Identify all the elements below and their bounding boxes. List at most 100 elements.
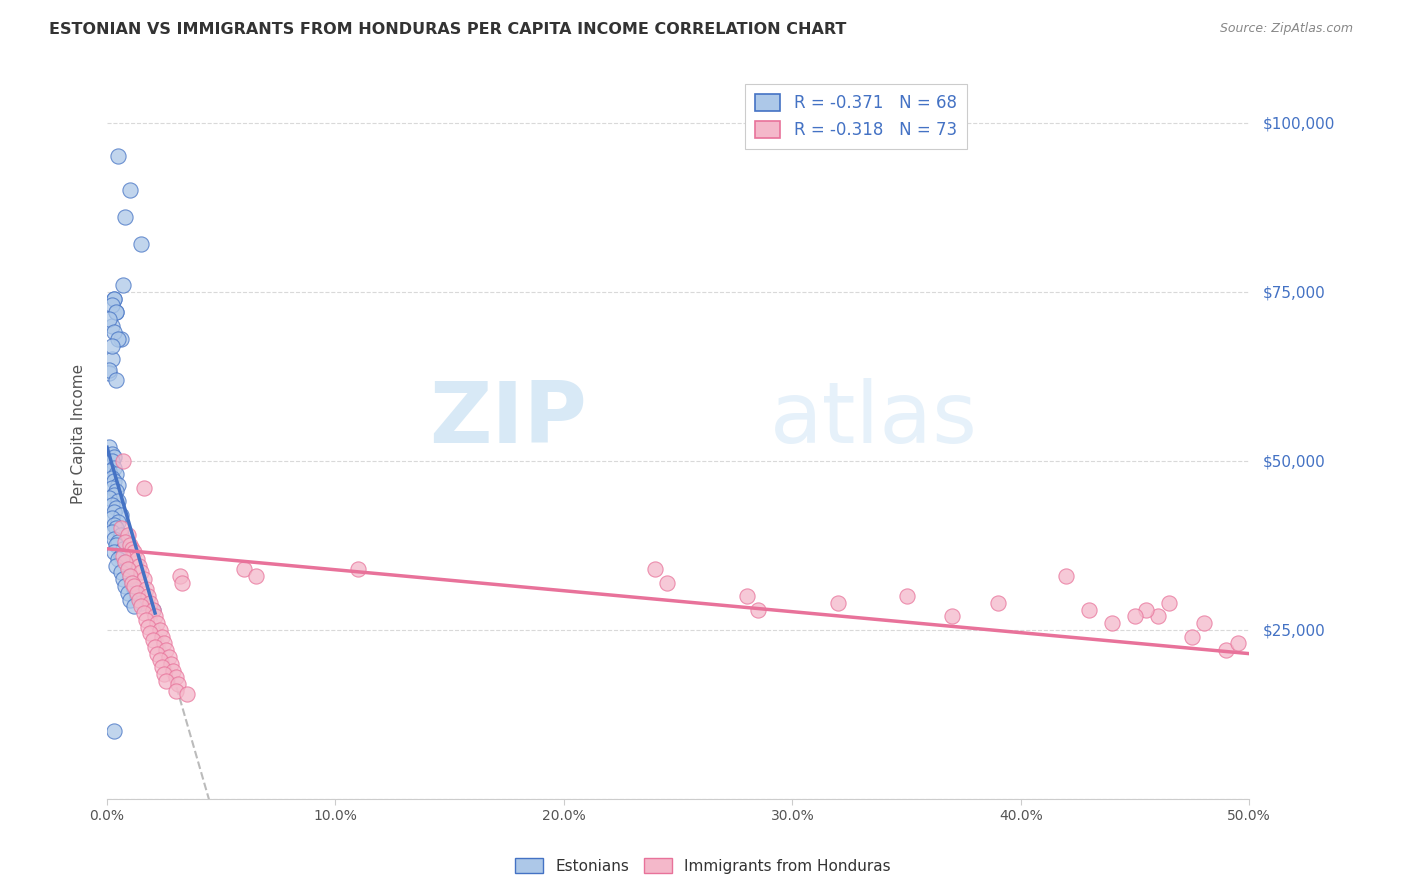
Point [114,211,136,225]
Point [100,454,122,468]
Point [153,667,176,681]
Point [103,450,125,465]
Point [162,664,184,678]
Point [105,538,128,552]
Point [105,558,128,573]
Point [103,292,125,306]
Point [160,657,183,671]
Point [172,575,194,590]
Point [347,562,370,576]
Point [105,305,128,319]
Point [135,582,157,597]
Point [103,505,125,519]
Point [103,724,125,739]
Point [136,589,159,603]
Point [1056,569,1078,583]
Point [142,602,165,616]
Point [110,549,132,563]
Point [103,474,125,488]
Y-axis label: Per Capita Income: Per Capita Income [72,364,86,504]
Point [103,326,125,340]
Point [132,606,155,620]
Point [118,592,141,607]
Point [143,609,166,624]
Point [165,683,187,698]
Text: ZIP: ZIP [429,377,586,460]
Point [107,515,129,529]
Point [112,541,135,556]
Point [103,292,125,306]
Point [125,589,148,603]
Point [105,501,128,516]
Point [142,633,165,648]
Point [107,332,129,346]
Point [131,596,153,610]
Legend: Estonians, Immigrants from Honduras: Estonians, Immigrants from Honduras [509,852,897,880]
Point [100,471,122,485]
Point [117,586,139,600]
Point [167,677,190,691]
Point [131,237,153,252]
Point [107,552,129,566]
Point [110,332,132,346]
Point [118,569,141,583]
Point [245,569,267,583]
Point [146,616,169,631]
Text: Source: ZipAtlas.com: Source: ZipAtlas.com [1219,22,1353,36]
Point [105,305,128,319]
Point [655,575,678,590]
Point [103,545,125,559]
Point [143,640,166,654]
Point [169,569,191,583]
Point [117,562,139,576]
Point [112,572,135,586]
Point [107,149,129,163]
Point [98,491,121,505]
Point [1159,596,1181,610]
Point [1135,602,1157,616]
Point [110,508,132,522]
Point [98,366,121,380]
Point [114,555,136,569]
Point [100,298,122,312]
Point [1146,609,1168,624]
Point [128,558,150,573]
Text: atlas: atlas [769,377,977,460]
Legend: R = -0.371   N = 68, R = -0.318   N = 73: R = -0.371 N = 68, R = -0.318 N = 73 [745,84,967,149]
Point [114,535,136,549]
Point [155,643,177,657]
Point [98,464,121,478]
Point [896,589,918,603]
Point [100,352,122,367]
Point [124,545,146,559]
Point [110,566,132,580]
Point [118,183,141,197]
Point [155,673,177,688]
Point [1078,602,1101,616]
Point [100,511,122,525]
Point [150,660,173,674]
Point [100,339,122,353]
Point [125,552,148,566]
Point [747,602,769,616]
Point [142,602,165,616]
Point [103,488,125,502]
Point [100,481,122,495]
Point [103,518,125,533]
Point [114,579,136,593]
Point [100,498,122,512]
Point [1215,643,1237,657]
Point [165,670,187,684]
Point [107,494,129,508]
Point [112,549,135,563]
Point [112,454,135,468]
Point [107,477,129,491]
Point [150,630,173,644]
Point [136,619,159,633]
Text: ESTONIAN VS IMMIGRANTS FROM HONDURAS PER CAPITA INCOME CORRELATION CHART: ESTONIAN VS IMMIGRANTS FROM HONDURAS PER… [49,22,846,37]
Point [153,636,176,650]
Point [100,318,122,333]
Point [135,613,157,627]
Point [98,362,121,376]
Point [146,647,169,661]
